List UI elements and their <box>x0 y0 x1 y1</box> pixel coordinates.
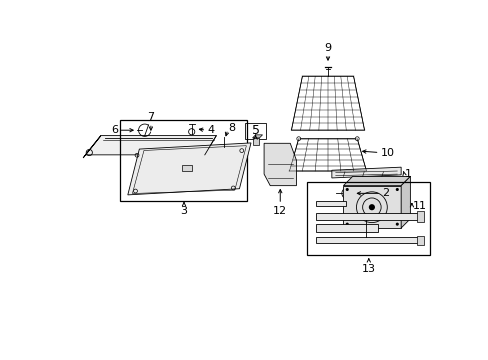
Bar <box>252 138 259 145</box>
Circle shape <box>345 188 348 191</box>
Text: 6: 6 <box>111 125 118 135</box>
Polygon shape <box>83 136 101 158</box>
Text: 8: 8 <box>228 123 235 133</box>
Polygon shape <box>252 135 262 138</box>
Text: 3: 3 <box>180 206 187 216</box>
Polygon shape <box>400 176 409 228</box>
Bar <box>316 213 420 220</box>
Circle shape <box>364 169 367 173</box>
Bar <box>316 201 345 206</box>
Bar <box>120 120 246 201</box>
Circle shape <box>296 137 300 141</box>
Text: 5: 5 <box>251 124 259 137</box>
Polygon shape <box>343 176 409 186</box>
Text: 11: 11 <box>412 202 426 211</box>
Bar <box>316 224 377 232</box>
Polygon shape <box>264 143 296 186</box>
Circle shape <box>368 204 374 210</box>
Circle shape <box>287 169 291 173</box>
Text: 1: 1 <box>404 169 411 179</box>
Bar <box>416 236 424 245</box>
Text: 4: 4 <box>207 125 214 135</box>
Circle shape <box>395 188 398 191</box>
Bar <box>306 182 429 255</box>
Text: 12: 12 <box>273 206 287 216</box>
Bar <box>343 186 400 228</box>
Text: 10: 10 <box>380 148 393 158</box>
Bar <box>316 237 420 243</box>
Bar <box>182 165 191 171</box>
Circle shape <box>355 137 359 141</box>
Circle shape <box>345 222 348 226</box>
Text: 9: 9 <box>324 43 331 53</box>
Text: 13: 13 <box>361 264 375 274</box>
Text: 2: 2 <box>381 188 388 198</box>
Bar <box>244 122 266 139</box>
Text: 7: 7 <box>147 112 154 122</box>
Polygon shape <box>85 136 216 155</box>
Circle shape <box>395 222 398 226</box>
Polygon shape <box>331 167 400 178</box>
Polygon shape <box>127 143 250 195</box>
Bar <box>416 211 424 222</box>
